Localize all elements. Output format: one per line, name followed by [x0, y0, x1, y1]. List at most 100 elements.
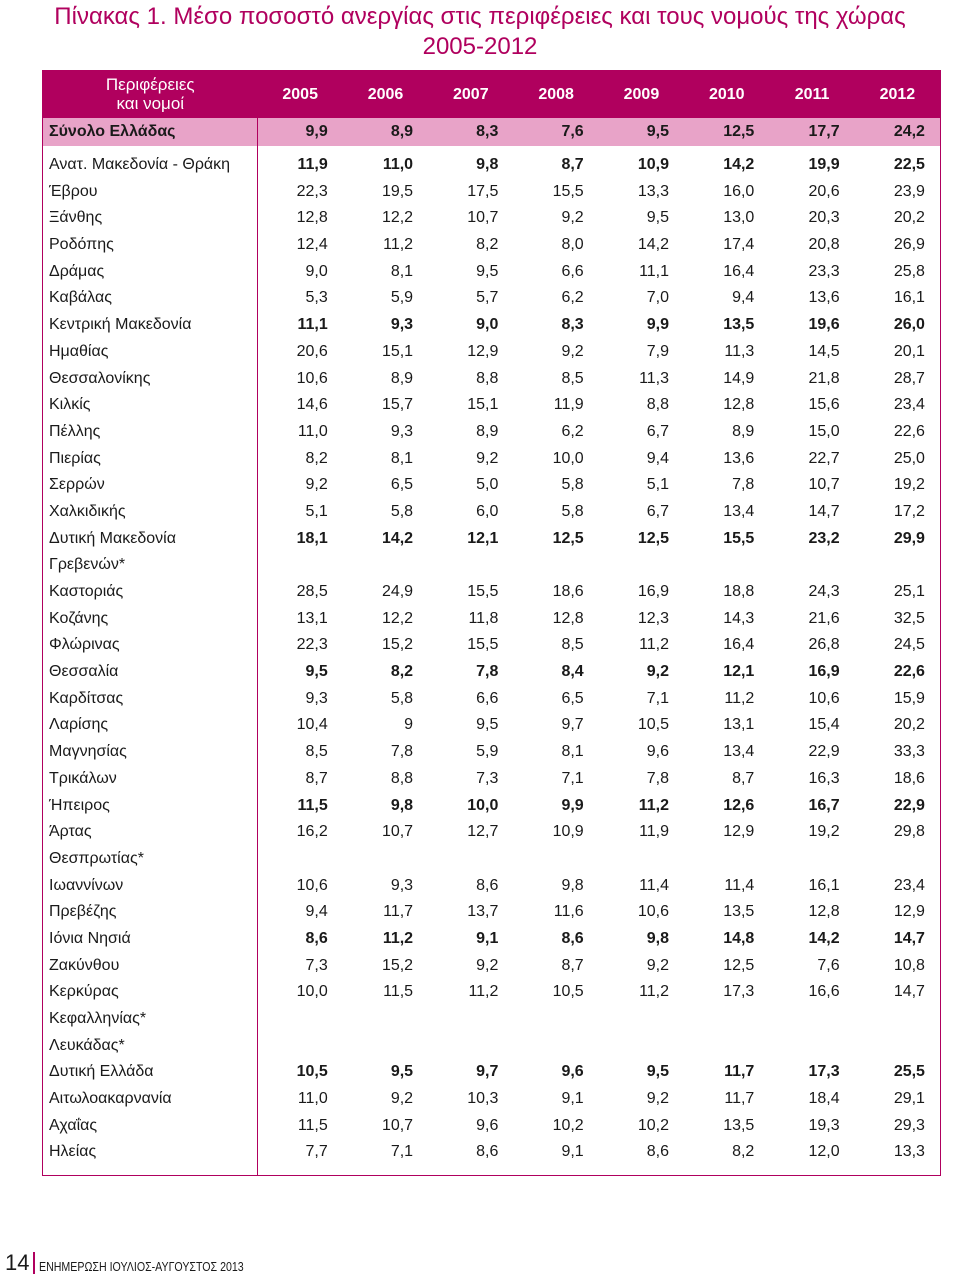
row-value: 24,9 — [381, 583, 414, 600]
row-value: 5,8 — [561, 502, 584, 520]
prefecture-row: Καρδίτσας 9,3 5,8 6,6 6,5 7,1 11,2 10,6 15,9 — [43, 686, 940, 713]
row-value: 10,9 — [637, 156, 670, 173]
row-value: 28,7 — [893, 369, 925, 387]
row-value: 23,4 — [893, 876, 925, 894]
row-name: Ροδόπης — [49, 236, 114, 254]
row-value: 10,0 — [296, 983, 328, 1001]
row-value: 10,6 — [637, 903, 670, 921]
row-value: 16,2 — [296, 823, 328, 841]
row-value: 9,5 — [476, 716, 499, 734]
prefecture-row: Κιλκίς 14,6 15,7 15,1 11,9 8,8 12,8 15,6 23,4 — [43, 392, 940, 419]
row-value: 8,9 — [390, 369, 414, 387]
row-value: 9,5 — [646, 1063, 670, 1081]
row-value: 9,2 — [305, 476, 328, 494]
row-value: 12,2 — [381, 209, 414, 227]
row-name: Σερρών — [49, 476, 105, 494]
row-value: 8,2 — [390, 663, 414, 681]
row-value: 11,2 — [468, 983, 499, 1001]
row-value: 15,9 — [893, 689, 925, 707]
row-value: 7,8 — [732, 476, 755, 494]
row-value: 8,7 — [732, 769, 755, 787]
row-value: 14,3 — [723, 609, 755, 627]
row-value — [599, 1006, 684, 1033]
row-value: 21,8 — [808, 369, 840, 387]
row-value: 10,2 — [637, 1116, 670, 1134]
row-value: 17,3 — [723, 983, 755, 1001]
row-value — [684, 1033, 769, 1060]
row-value: 9,8 — [561, 876, 584, 894]
row-value: 11,2 — [639, 636, 670, 654]
row-value: 22,9 — [808, 743, 840, 761]
row-value: 8,5 — [561, 369, 584, 387]
prefecture-row: Κοζάνης 13,1 12,2 11,8 12,8 12,3 14,3 21,6 32,5 — [43, 606, 940, 633]
row-value: 5,8 — [390, 502, 414, 520]
row-value: 9,7 — [476, 1063, 499, 1081]
total-row-value: 24,2 — [893, 123, 925, 140]
row-value: 5,9 — [476, 743, 499, 761]
row-value: 12,1 — [723, 663, 755, 681]
region-row: Κεντρική Μακεδονία 11,1 9,3 9,0 8,3 9,9 13,5 19… — [43, 312, 940, 339]
unemployment-table: Περιφέρειες και νομοί 2005 2006 2007 200… — [42, 70, 941, 1176]
row-value: 8,1 — [390, 262, 414, 280]
row-value: 26,9 — [893, 236, 925, 254]
row-value: 8,6 — [646, 1143, 670, 1161]
total-row-name: Σύνολο Ελλάδας — [49, 123, 176, 140]
row-value: 8,9 — [476, 422, 499, 440]
row-value: 9,9 — [646, 316, 670, 334]
row-value: 7,0 — [646, 289, 670, 307]
row-name: Έβρου — [49, 182, 98, 200]
row-value: 6,7 — [646, 502, 670, 520]
row-value: 16,3 — [808, 769, 840, 787]
prefecture-row: Ξάνθης 12,8 12,2 10,7 9,2 9,5 13,0 20,3 20,2 — [43, 205, 940, 232]
row-value — [855, 1033, 940, 1060]
row-name: Ήπειρος — [49, 796, 110, 814]
row-value: 11,3 — [639, 369, 670, 387]
row-name: Πέλλης — [49, 422, 101, 440]
row-value: 10,8 — [893, 956, 925, 974]
row-name: Ηλείας — [49, 1143, 97, 1161]
row-value — [855, 846, 940, 873]
row-value: 13,4 — [723, 743, 755, 761]
row-value: 8,5 — [561, 636, 584, 654]
row-value: 5,1 — [646, 476, 670, 494]
row-value: 6,6 — [561, 262, 584, 280]
prefecture-row: Καστοριάς 28,5 24,9 15,5 18,6 16,9 18,8 24,3 25,… — [43, 579, 940, 606]
row-value: 9,2 — [646, 956, 670, 974]
prefecture-row: Μαγνησίας 8,5 7,8 5,9 8,1 9,6 13,4 22,9 33,3 — [43, 739, 940, 766]
row-value: 23,2 — [808, 529, 840, 547]
row-value: 9,0 — [476, 316, 499, 334]
row-value: 25,1 — [893, 583, 925, 600]
row-value: 12,8 — [808, 903, 840, 921]
row-value: 6,2 — [561, 422, 584, 440]
row-value: 19,9 — [808, 156, 840, 173]
total-row-value: 8,9 — [390, 123, 414, 140]
row-value: 10,5 — [552, 983, 584, 1001]
row-value: 16,4 — [723, 636, 755, 654]
row-value: 11,9 — [639, 823, 670, 841]
row-value: 13,3 — [893, 1143, 925, 1161]
row-name: Θεσσαλία — [49, 663, 119, 681]
row-value: 9,0 — [305, 262, 328, 280]
row-value: 5,8 — [390, 689, 414, 707]
row-value: 10,0 — [552, 449, 584, 467]
row-value — [684, 846, 769, 873]
prefecture-row: Έβρου 22,3 19,5 17,5 15,5 13,3 16,0 20,6 23,9 — [43, 179, 940, 206]
row-value: 15,5 — [467, 636, 499, 654]
row-value: 16,0 — [723, 182, 755, 200]
row-value: 8,2 — [732, 1143, 755, 1161]
row-value — [513, 1006, 598, 1033]
row-value: 16,1 — [808, 876, 840, 894]
row-value: 12,5 — [552, 529, 584, 547]
row-value: 16,4 — [723, 262, 755, 280]
row-value: 8,9 — [732, 422, 755, 440]
row-value: 5,7 — [476, 289, 499, 307]
row-value: 9,8 — [646, 929, 670, 947]
row-value: 8,8 — [646, 396, 670, 414]
region-row: Ήπειρος 11,5 9,8 10,0 9,9 11,2 12,6 16,7 22,9 — [43, 793, 940, 820]
row-value: 20,1 — [893, 342, 925, 360]
row-value: 5,1 — [305, 502, 328, 520]
row-value: 5,0 — [476, 476, 499, 494]
row-value: 11,4 — [639, 876, 670, 894]
row-value: 19,5 — [381, 182, 414, 200]
row-value — [343, 552, 428, 579]
